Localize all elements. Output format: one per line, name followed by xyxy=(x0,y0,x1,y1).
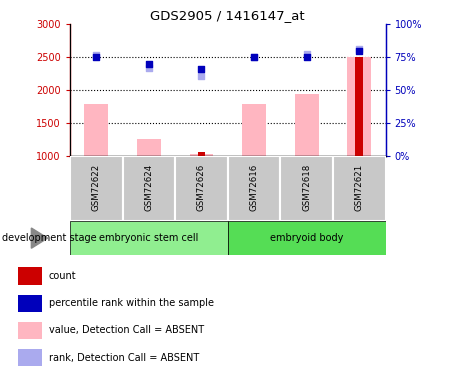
Point xyxy=(250,54,258,60)
Text: GSM72621: GSM72621 xyxy=(355,164,364,211)
Bar xyxy=(198,152,205,156)
Point xyxy=(303,51,310,57)
Text: count: count xyxy=(49,271,76,281)
Bar xyxy=(355,57,363,156)
Text: percentile rank within the sample: percentile rank within the sample xyxy=(49,298,214,308)
Bar xyxy=(281,156,333,221)
Bar xyxy=(18,295,42,312)
Bar xyxy=(189,154,213,156)
Point xyxy=(303,54,310,60)
Text: GSM72624: GSM72624 xyxy=(144,164,153,211)
Text: GSM72622: GSM72622 xyxy=(92,164,101,211)
Point xyxy=(145,65,152,71)
Bar xyxy=(70,221,228,255)
Bar xyxy=(18,267,42,285)
Bar xyxy=(123,156,175,221)
Point xyxy=(198,66,205,72)
Bar xyxy=(333,156,386,221)
Text: development stage: development stage xyxy=(2,233,97,243)
Bar xyxy=(242,104,266,156)
Point xyxy=(250,54,258,60)
Bar xyxy=(70,156,123,221)
Text: rank, Detection Call = ABSENT: rank, Detection Call = ABSENT xyxy=(49,352,199,363)
Polygon shape xyxy=(32,228,48,248)
Bar xyxy=(295,94,318,156)
Text: value, Detection Call = ABSENT: value, Detection Call = ABSENT xyxy=(49,326,204,336)
Bar xyxy=(175,156,228,221)
Text: GSM72618: GSM72618 xyxy=(302,164,311,211)
Bar xyxy=(84,104,108,156)
Text: GSM72626: GSM72626 xyxy=(197,164,206,211)
Point xyxy=(356,48,363,54)
Title: GDS2905 / 1416147_at: GDS2905 / 1416147_at xyxy=(151,9,305,22)
Bar xyxy=(228,156,281,221)
Text: embryonic stem cell: embryonic stem cell xyxy=(99,233,198,243)
Point xyxy=(145,61,152,67)
Point xyxy=(92,54,100,60)
Text: embryoid body: embryoid body xyxy=(270,233,343,243)
Text: GSM72616: GSM72616 xyxy=(249,164,258,211)
Bar xyxy=(18,349,42,366)
Point xyxy=(198,73,205,79)
Bar xyxy=(18,322,42,339)
Bar xyxy=(228,221,386,255)
Point xyxy=(92,52,100,58)
Bar xyxy=(137,139,161,156)
Bar xyxy=(347,57,371,156)
Point xyxy=(356,46,363,53)
